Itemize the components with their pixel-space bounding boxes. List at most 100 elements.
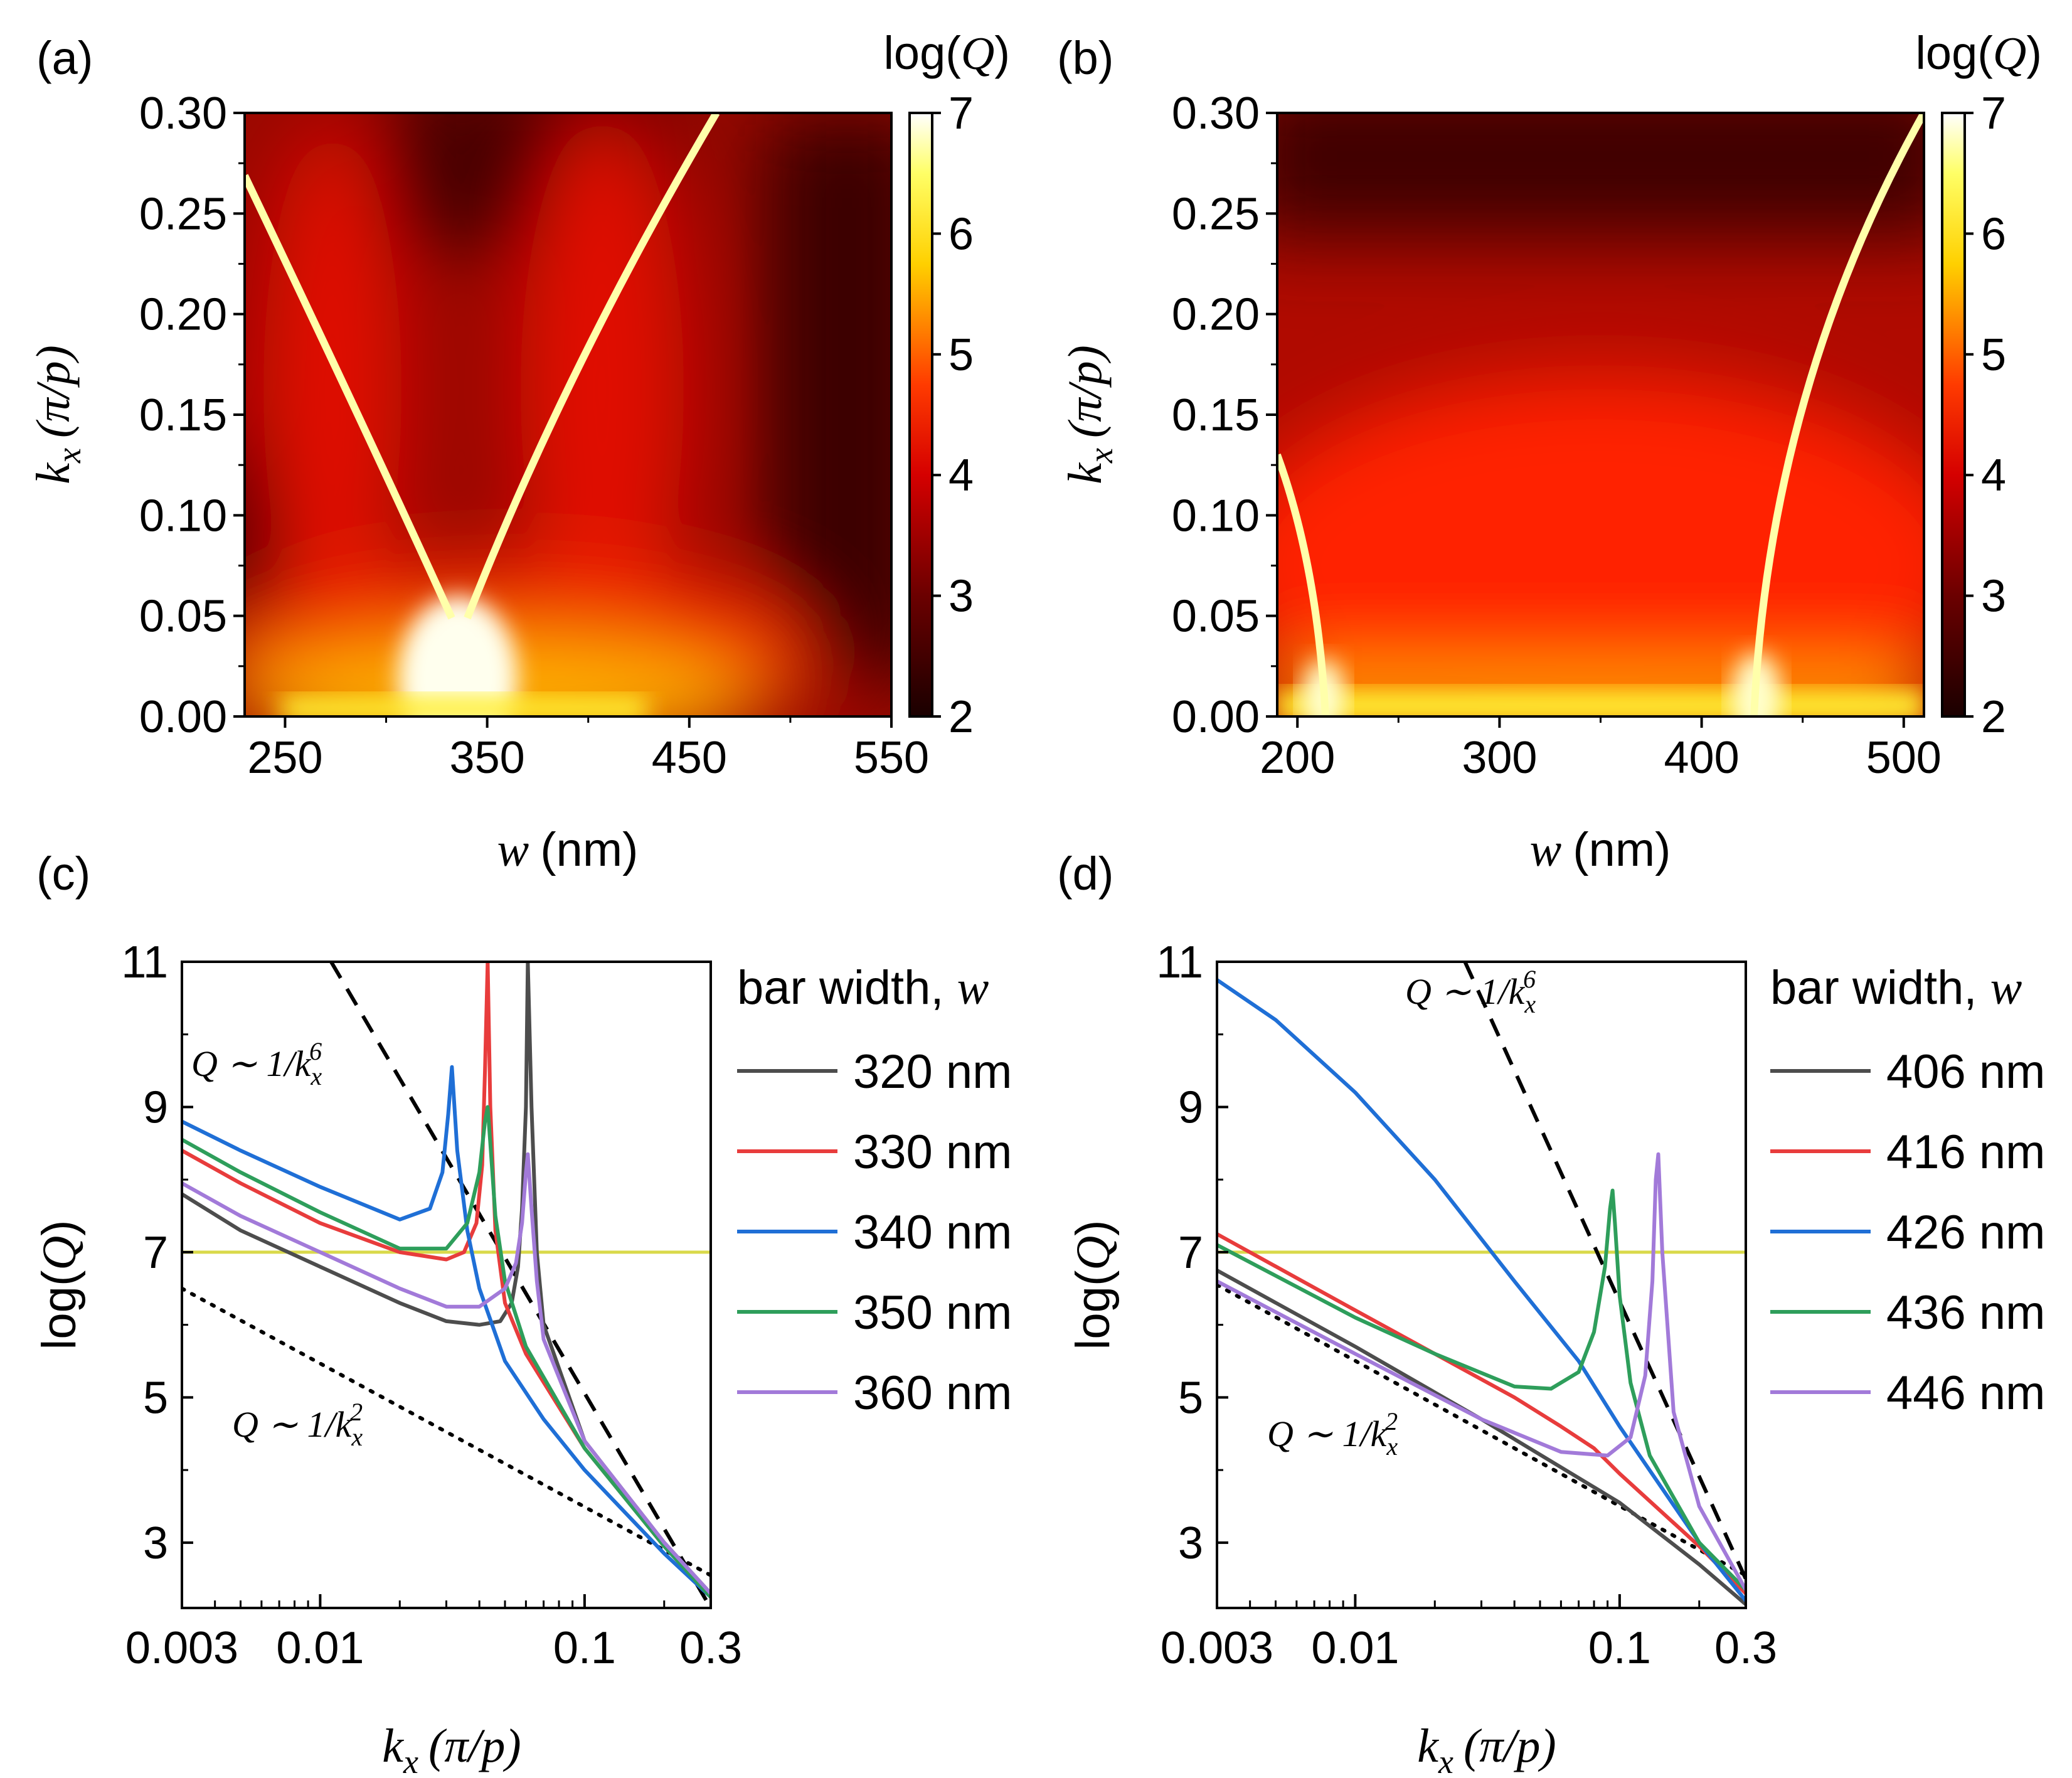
y-tick-label: 5: [143, 1373, 168, 1423]
colorbar-tick-label: 7: [1981, 88, 2006, 139]
colorbar-a: [908, 112, 933, 718]
x-tick-label: 0.003: [1161, 1623, 1273, 1673]
y-tick-label: 0.15: [139, 390, 227, 440]
y-tick-label: 0.30: [139, 88, 227, 139]
series-line-406nm: [1217, 1269, 1746, 1606]
series-line-416nm: [1217, 1232, 1746, 1595]
legend-label: 350 nm: [853, 1286, 1012, 1339]
plot-d-ylabel: log(Q): [1066, 1220, 1120, 1350]
x-tick-label: 0.3: [1714, 1623, 1777, 1673]
heatmap-a-branch-left: [245, 174, 455, 620]
guide-dashed-line: [1463, 962, 1746, 1580]
plot-d-legend: 406 nm 416 nm 426 nm 436 nm 446 nm: [1770, 1045, 2046, 1420]
heatmap-b-branch-left: [1277, 453, 1329, 716]
plot-c-ylabel: log(Q): [33, 1220, 86, 1350]
plot-c-xticks: 0.003 0.01 0.1 0.3: [125, 1594, 742, 1673]
heatmap-b-yticks: 0.00 0.05 0.10 0.15 0.20 0.25 0.30: [1172, 88, 1277, 742]
heatmap-b-yellow-floor: [1277, 690, 1924, 716]
y-tick-label: 0.05: [139, 592, 227, 642]
guide-dotted-line: [182, 1286, 711, 1577]
plot-d-xlabel: kx (π/p): [1417, 1720, 1556, 1778]
colorbar-tick-label: 6: [948, 209, 974, 259]
x-tick-label: 350: [450, 733, 525, 783]
x-tick-label: 200: [1260, 733, 1335, 783]
plot-d-content: [1217, 962, 1746, 1606]
colorbar-b-ticks: 2 3 4 5 6 7: [1965, 88, 2006, 742]
x-tick-label: 0.1: [1588, 1623, 1651, 1673]
legend-label: 340 nm: [853, 1206, 1012, 1259]
series-line-340nm: [182, 1065, 711, 1599]
plot-d-xticks: 0.003 0.01 0.1 0.3: [1161, 1594, 1777, 1673]
y-tick-label: 7: [143, 1228, 168, 1278]
series-line-330nm: [182, 962, 711, 1599]
y-tick-label: 0.20: [1172, 290, 1260, 340]
heatmap-a-yellow-floor: [282, 696, 646, 716]
y-tick-label: 7: [1178, 1228, 1203, 1278]
heatmap-a-xticks: 250 350 450 550: [247, 716, 929, 783]
plot-d-yticks: 3 5 7 9 11: [1156, 937, 1228, 1568]
y-tick-label: 0.25: [139, 189, 227, 239]
colorbar-tick-label: 5: [948, 330, 974, 380]
heatmap-a-red-vright: [521, 113, 684, 665]
y-tick-label: 0.15: [1172, 390, 1260, 440]
colorbar-tick-label: 6: [1981, 209, 2006, 259]
y-tick-label: 0.30: [1172, 88, 1260, 139]
x-tick-label: 450: [652, 733, 727, 783]
plot-c-xlabel: kx (π/p): [382, 1720, 521, 1778]
y-tick-label: 0.25: [1172, 189, 1260, 239]
colorbar-a-ticks: 2 3 4 5 6 7: [932, 88, 974, 742]
y-tick-label: 0.10: [139, 491, 227, 541]
y-tick-label: 9: [1178, 1082, 1203, 1132]
y-tick-label: 11: [1156, 937, 1203, 987]
panel-label-b: (b): [1057, 32, 1113, 84]
heatmap-a-dark-right: [765, 113, 891, 678]
x-tick-label: 0.003: [125, 1623, 238, 1673]
heatmap-a-yticks: 0.00 0.05 0.10 0.15 0.20 0.25 0.30: [139, 88, 245, 742]
x-tick-label: 0.01: [276, 1623, 364, 1673]
plot-c-guide-k2-label: Q ∼ 1/kx2: [232, 1398, 363, 1451]
colorbar-tick-label: 3: [948, 572, 974, 622]
y-tick-label: 0.05: [1172, 592, 1260, 642]
y-tick-label: 5: [1178, 1373, 1203, 1423]
series-line-350nm: [182, 1105, 711, 1599]
x-tick-label: 0.1: [553, 1623, 616, 1673]
heatmap-a: [245, 113, 891, 716]
y-tick-label: 3: [143, 1518, 168, 1568]
heatmap-a-xlabel: w (nm): [497, 823, 639, 876]
heatmap-b-ylabel: kx(π/p): [1059, 345, 1120, 484]
y-tick-label: 9: [143, 1082, 168, 1132]
x-tick-label: 250: [247, 733, 322, 783]
legend-label: 406 nm: [1886, 1045, 2046, 1099]
panel-label-d: (d): [1057, 848, 1113, 900]
heatmap-b: [1277, 113, 1924, 716]
plot-d-guide-k2-label: Q ∼ 1/kx2: [1267, 1407, 1398, 1461]
legend-label: 320 nm: [853, 1045, 1012, 1099]
plot-c-legend-title: bar width, w: [737, 961, 989, 1014]
plot-c-guide-k6-label: Q ∼ 1/kx6: [191, 1037, 322, 1090]
colorbar-tick-label: 7: [948, 88, 974, 139]
series-line-360nm: [182, 1152, 711, 1595]
y-tick-label: 0.20: [139, 290, 227, 340]
plot-d-guide-k6-label: Q ∼ 1/kx6: [1405, 965, 1536, 1018]
x-tick-label: 400: [1664, 733, 1740, 783]
plot-c: 3 5 7 9 11 0.003 0.01 0.1 0.3 Q ∼ 1/kx6 Q ∼ 1/k…: [33, 937, 1012, 1778]
x-tick-label: 500: [1866, 733, 1942, 783]
x-tick-label: 550: [854, 733, 929, 783]
panel-label-a: (a): [36, 32, 93, 84]
colorbar-tick-label: 5: [1981, 330, 2006, 380]
x-tick-label: 0.01: [1311, 1623, 1399, 1673]
heatmap-a-white-lobe: [398, 596, 518, 716]
plot-c-yticks: 3 5 7 9 11: [121, 937, 193, 1568]
panel-label-c: (c): [36, 848, 90, 900]
guide-dotted-line: [1217, 1283, 1746, 1577]
heatmap-b-xticks: 200 300 400 500: [1260, 716, 1942, 783]
series-line-436nm: [1217, 1188, 1746, 1592]
series-line-446nm: [1217, 1152, 1746, 1591]
legend-label: 436 nm: [1886, 1286, 2046, 1339]
heatmap-b-dark-top: [1277, 113, 1924, 238]
plot-c-legend: 320 nm 330 nm 340 nm 350 nm 360 nm: [737, 1045, 1012, 1420]
plot-d-legend-title: bar width, w: [1770, 961, 2022, 1014]
heatmap-b-branch-right: [1750, 113, 1924, 716]
y-tick-label: 0.10: [1172, 491, 1260, 541]
